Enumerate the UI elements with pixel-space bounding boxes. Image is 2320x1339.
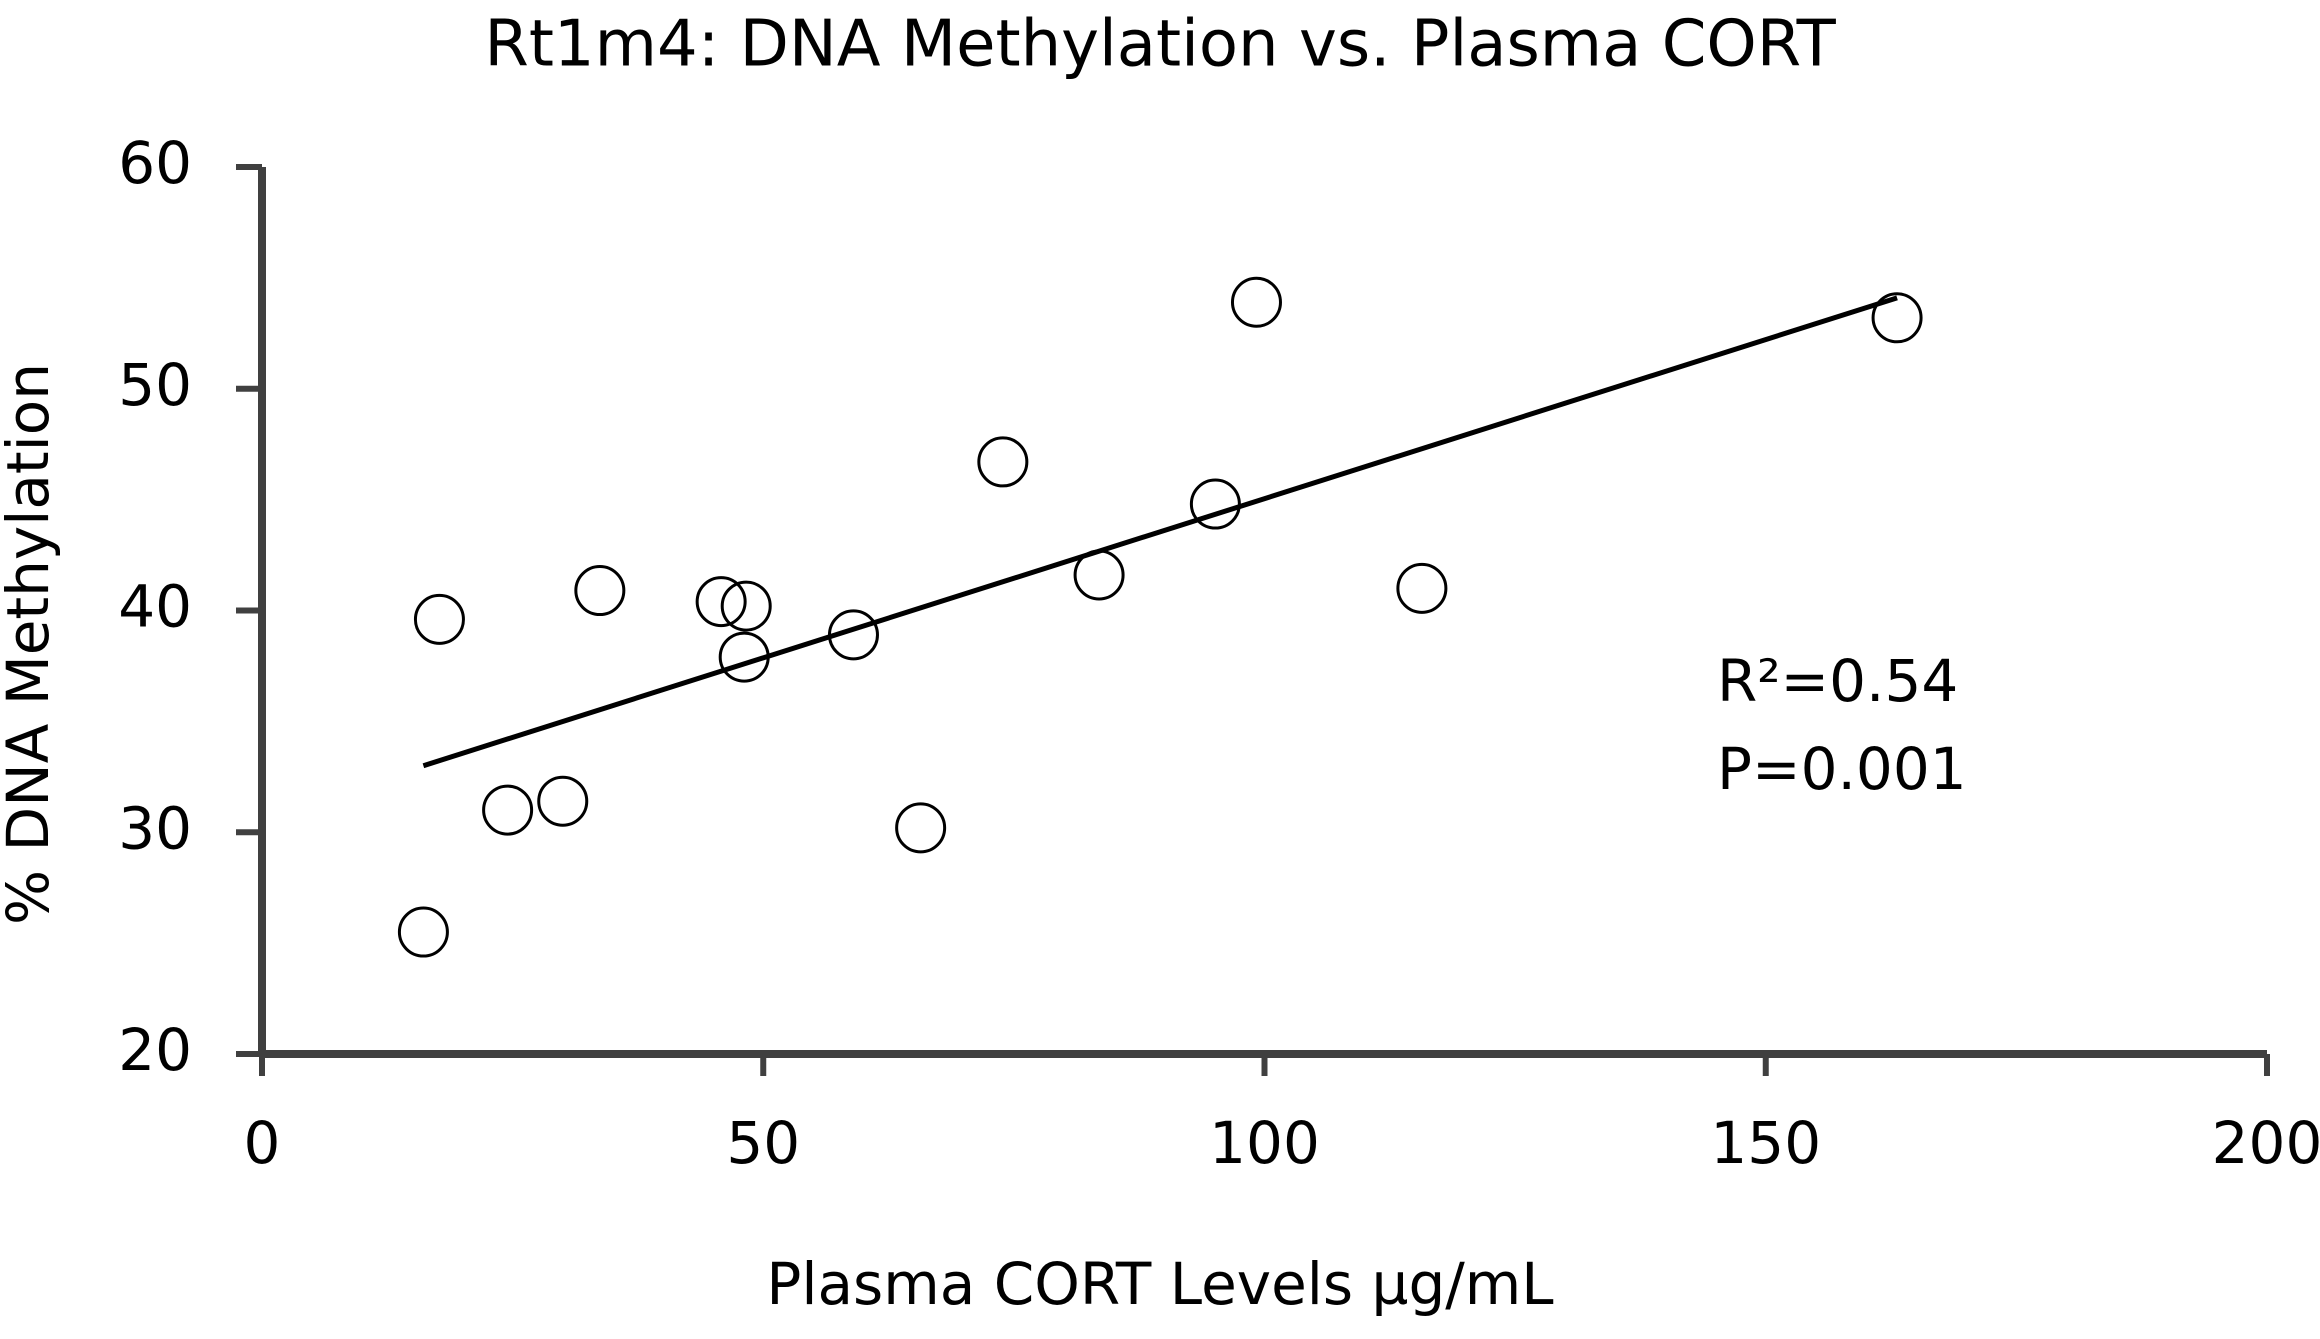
data-point [695,576,747,628]
data-point [1189,478,1241,530]
data-point [718,631,770,683]
y-axis-label: % DNA Methylation [0,363,62,925]
x-axis-label: Plasma CORT Levels µg/mL [766,1250,1553,1318]
x-tick-label: 50 [726,1109,800,1177]
x-tick-label: 100 [1209,1109,1320,1177]
x-tick-label: 200 [2212,1109,2320,1177]
chart-title: Rt1m4: DNA Methylation vs. Plasma CORT [484,8,1836,82]
data-point [895,802,947,854]
annotation: P=0.001 [1717,735,1967,803]
data-point [574,565,626,617]
trend-line [422,295,1898,769]
y-tick-label: 40 [118,573,192,641]
y-tick-label: 60 [118,129,192,197]
x-tick-label: 0 [244,1109,281,1177]
data-point [537,775,589,827]
data-point [977,436,1029,488]
y-tick-label: 20 [118,1016,192,1084]
data-point [1396,562,1448,614]
data-point [413,593,465,645]
y-tick-label: 30 [118,794,192,862]
x-tick-label: 150 [1710,1109,1821,1177]
data-point [1871,292,1923,344]
data-point [482,784,534,836]
data-point [397,906,449,958]
data-point [720,580,772,632]
data-point [1073,549,1125,601]
data-point [1230,276,1282,328]
data-point [827,609,879,661]
annotation: R²=0.54 [1717,647,1958,715]
y-tick-label: 50 [118,351,192,419]
